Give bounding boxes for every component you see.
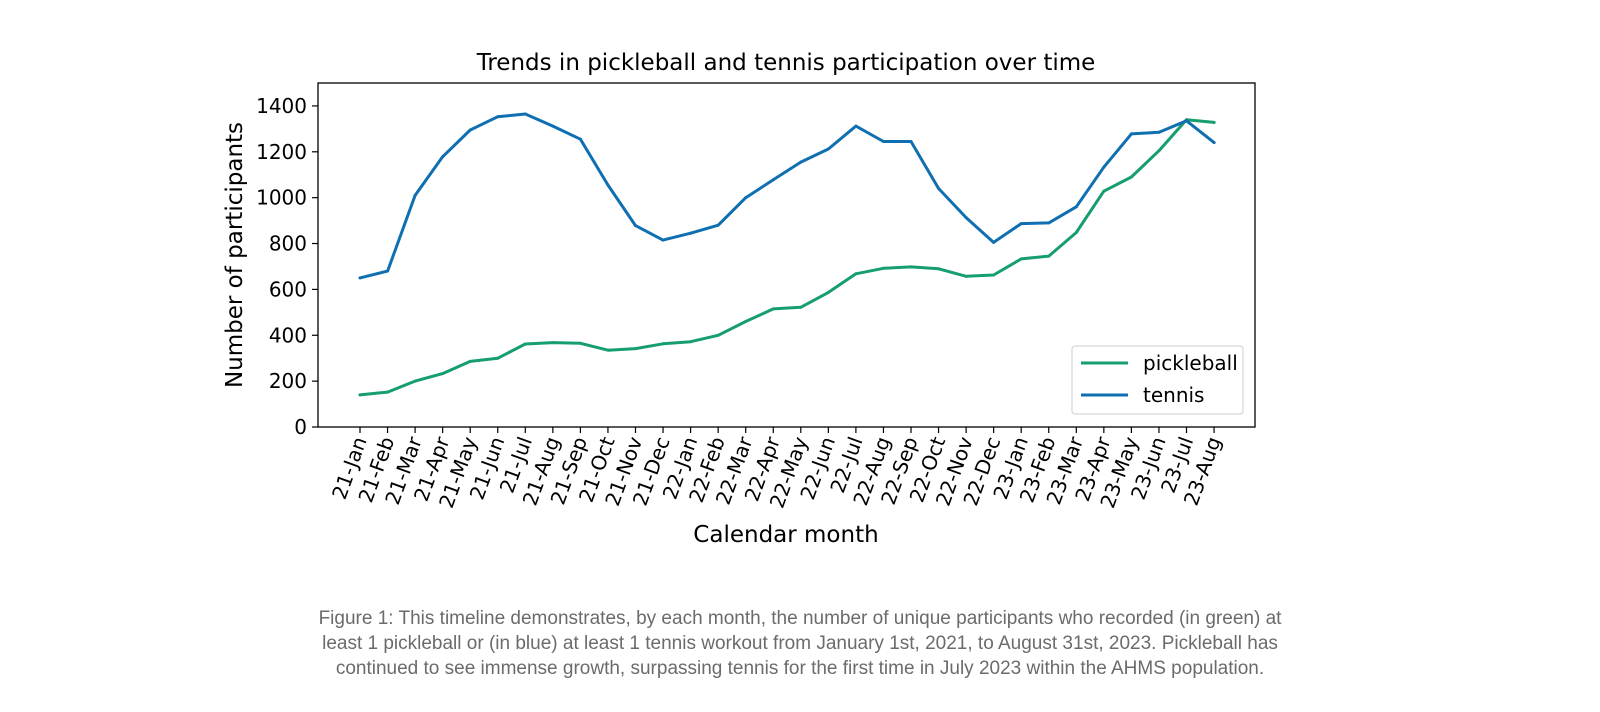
data-point-pickleball — [1074, 231, 1078, 235]
y-tick-label: 1000 — [256, 186, 307, 210]
y-tick-label: 1400 — [256, 94, 307, 118]
data-point-tennis — [1212, 141, 1216, 145]
data-point-pickleball — [689, 340, 693, 344]
plot-area — [358, 112, 1216, 397]
data-point-tennis — [386, 269, 390, 273]
data-point-tennis — [1102, 165, 1106, 169]
data-point-pickleball — [909, 265, 913, 269]
data-point-tennis — [881, 139, 885, 143]
data-point-pickleball — [1157, 149, 1161, 153]
data-point-tennis — [799, 160, 803, 164]
data-point-pickleball — [661, 342, 665, 346]
data-point-pickleball — [854, 272, 858, 276]
data-point-pickleball — [1047, 254, 1051, 258]
data-point-pickleball — [1129, 175, 1133, 179]
data-point-pickleball — [578, 341, 582, 345]
data-point-tennis — [1157, 130, 1161, 134]
y-tick-label: 600 — [269, 277, 307, 301]
y-axis-label: Number of participants — [222, 122, 248, 388]
data-point-tennis — [1019, 222, 1023, 226]
caption-line: continued to see immense growth, surpass… — [335, 658, 1265, 679]
chart-title: Trends in pickleball and tennis particip… — [476, 50, 1096, 76]
data-point-tennis — [909, 139, 913, 143]
series-line-tennis — [358, 112, 1216, 280]
data-point-tennis — [1074, 205, 1078, 209]
data-point-pickleball — [413, 379, 417, 383]
chart-figure: Trends in pickleball and tennis particip… — [222, 50, 1256, 548]
data-point-tennis — [358, 276, 362, 280]
caption-line: Figure 1: This timeline demonstrates, by… — [318, 608, 1282, 629]
plot-frame — [317, 82, 1256, 428]
data-point-pickleball — [468, 359, 472, 363]
data-point-pickleball — [1102, 189, 1106, 193]
figure-caption: Figure 1: This timeline demonstrates, by… — [200, 606, 1400, 681]
data-point-pickleball — [964, 274, 968, 278]
data-point-pickleball — [386, 390, 390, 394]
data-point-pickleball — [441, 372, 445, 376]
data-point-tennis — [551, 124, 555, 128]
data-point-pickleball — [606, 348, 610, 352]
data-point-pickleball — [992, 273, 996, 277]
data-point-pickleball — [744, 320, 748, 324]
data-point-tennis — [634, 224, 637, 228]
data-point-pickleball — [716, 333, 720, 337]
data-point-tennis — [854, 124, 858, 128]
data-point-tennis — [1185, 119, 1188, 123]
data-point-pickleball — [1019, 257, 1023, 261]
data-point-tennis — [468, 128, 472, 132]
data-point-tennis — [937, 186, 941, 190]
data-point-pickleball — [881, 266, 885, 270]
y-tick-label: 0 — [294, 415, 307, 439]
data-point-pickleball — [634, 347, 637, 351]
data-point-tennis — [1129, 132, 1133, 136]
x-axis-label: Calendar month — [693, 522, 878, 548]
data-point-tennis — [413, 193, 417, 197]
data-point-tennis — [661, 238, 665, 242]
data-point-pickleball — [358, 393, 362, 397]
data-point-tennis — [689, 231, 693, 235]
data-point-tennis — [771, 178, 775, 182]
y-tick-label: 800 — [269, 232, 307, 256]
y-tick-label: 200 — [269, 369, 307, 393]
data-point-tennis — [826, 147, 830, 151]
data-point-tennis — [744, 196, 748, 200]
data-point-pickleball — [799, 305, 803, 309]
data-point-pickleball — [1212, 120, 1216, 124]
data-point-tennis — [716, 223, 720, 227]
data-point-tennis — [441, 155, 445, 159]
legend: pickleball tennis — [1071, 345, 1244, 415]
data-point-tennis — [496, 115, 500, 119]
data-point-tennis — [964, 216, 968, 220]
data-point-pickleball — [826, 290, 830, 294]
legend-label-pickleball: pickleball — [1143, 351, 1238, 375]
data-point-tennis — [578, 137, 582, 141]
data-point-tennis — [523, 112, 527, 116]
legend-label-tennis: tennis — [1143, 383, 1204, 407]
data-point-tennis — [992, 240, 996, 244]
data-point-pickleball — [937, 267, 941, 271]
y-tick-label: 1200 — [256, 140, 307, 164]
data-point-tennis — [1047, 221, 1051, 225]
series-line-pickleball — [358, 118, 1216, 397]
data-point-pickleball — [523, 342, 527, 346]
data-point-pickleball — [496, 356, 500, 360]
data-point-tennis — [606, 183, 610, 187]
y-tick-label: 400 — [269, 323, 307, 347]
data-point-pickleball — [551, 341, 555, 345]
caption-line: least 1 pickleball or (in blue) at least… — [322, 633, 1278, 654]
data-point-pickleball — [771, 307, 775, 311]
axes: 020040060080010001200140021-Jan21-Feb21-… — [256, 94, 1226, 511]
